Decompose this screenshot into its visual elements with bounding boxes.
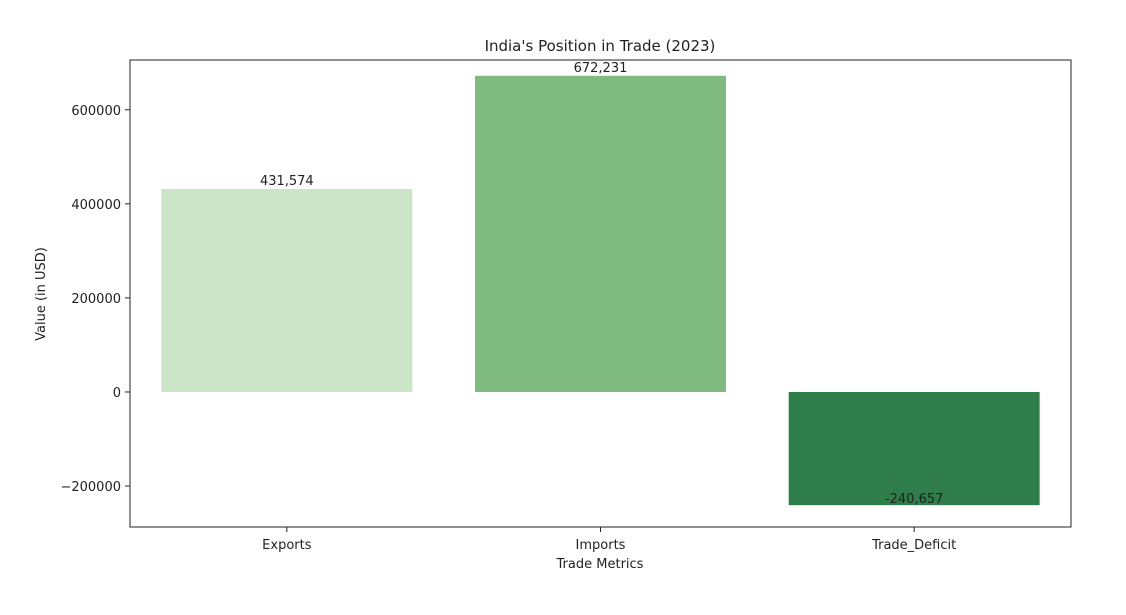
x-tick-label: Imports <box>576 538 626 553</box>
x-axis-label: Trade Metrics <box>556 557 644 572</box>
bar-exports <box>161 188 413 392</box>
bars-group <box>161 75 1040 506</box>
y-tick-label: −200000 <box>60 480 121 495</box>
data-label: -240,657 <box>885 492 943 507</box>
data-labels-group: 431,574 672,231 -240,657 <box>260 61 943 507</box>
plot-frame <box>129 59 1072 528</box>
x-axis: Exports Imports Trade_Deficit <box>262 527 956 553</box>
y-tick-label: 400000 <box>71 198 121 213</box>
x-tick-label: Exports <box>262 538 312 553</box>
y-axis: −200000 0 200000 400000 600000 <box>60 104 130 495</box>
data-label: 672,231 <box>574 61 628 76</box>
chart-title: India's Position in Trade (2023) <box>485 37 716 55</box>
y-tick-label: 0 <box>113 386 121 401</box>
y-tick-label: 600000 <box>71 104 121 119</box>
y-tick-label: 200000 <box>71 292 121 307</box>
y-axis-label: Value (in USD) <box>34 247 49 341</box>
bar-imports <box>475 75 726 392</box>
bar-trade-deficit <box>788 391 1040 506</box>
x-tick-label: Trade_Deficit <box>871 538 956 553</box>
data-label: 431,574 <box>260 174 314 189</box>
